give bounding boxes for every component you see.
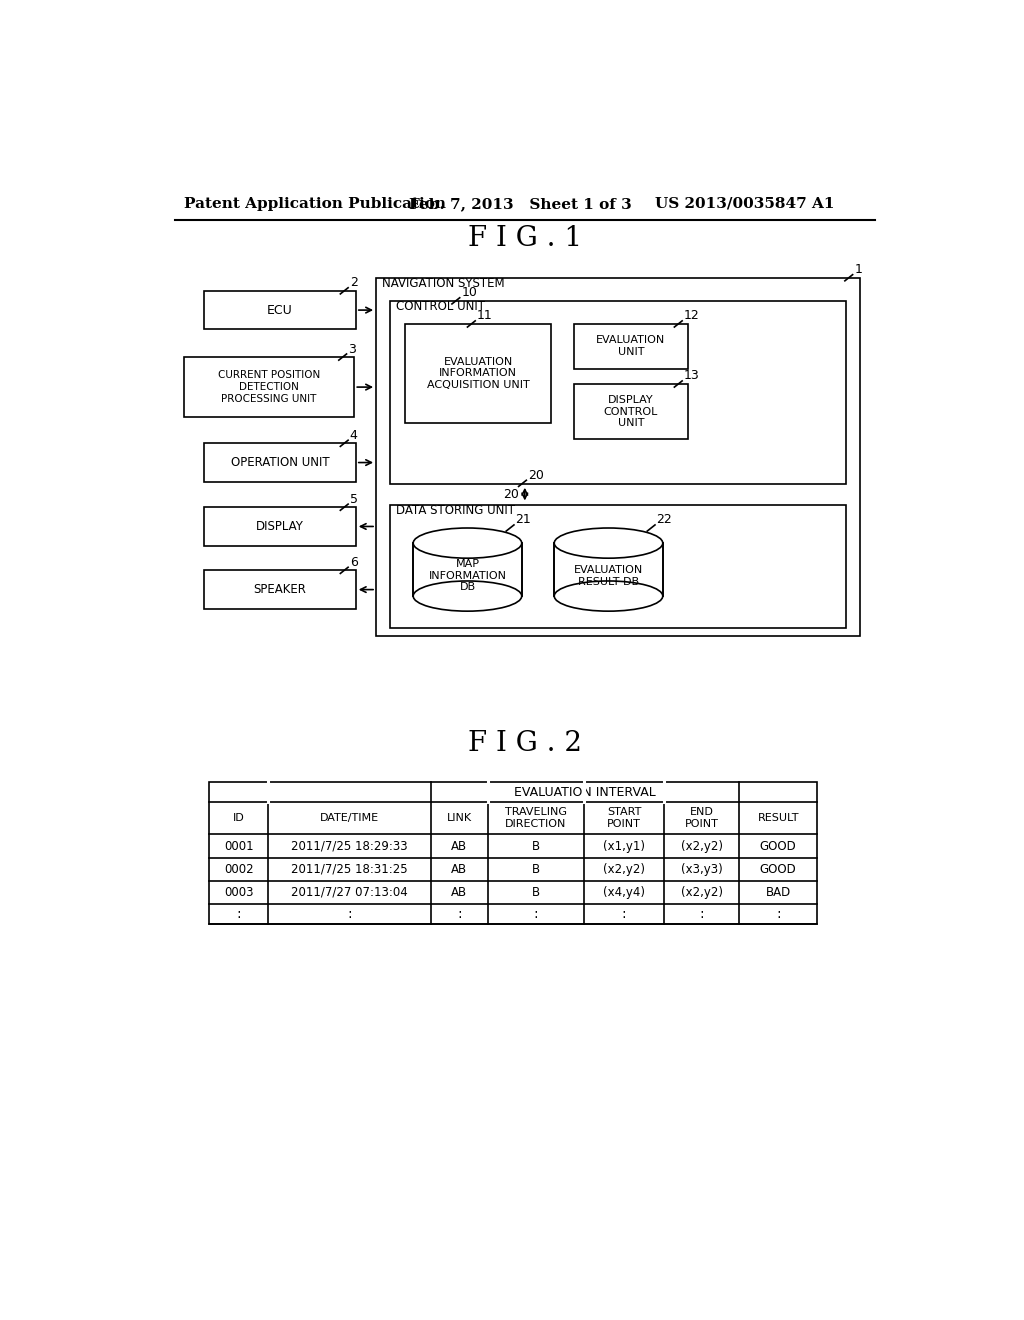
Text: AB: AB <box>452 862 467 875</box>
Text: Feb. 7, 2013   Sheet 1 of 3: Feb. 7, 2013 Sheet 1 of 3 <box>409 197 632 211</box>
Text: 1: 1 <box>854 263 862 276</box>
Text: DATA STORING UNIT: DATA STORING UNIT <box>396 504 515 517</box>
Bar <box>390 301 846 484</box>
Text: (x3,y3): (x3,y3) <box>681 862 723 875</box>
Ellipse shape <box>414 528 521 558</box>
Text: 2011/7/25 18:29:33: 2011/7/25 18:29:33 <box>292 840 408 853</box>
Text: MAP
INFORMATION
DB: MAP INFORMATION DB <box>428 560 507 593</box>
Text: :: : <box>237 907 241 921</box>
Bar <box>204 290 356 330</box>
Bar <box>573 384 688 440</box>
Text: Patent Application Publication: Patent Application Publication <box>183 197 445 211</box>
Text: 2011/7/25 18:31:25: 2011/7/25 18:31:25 <box>292 862 408 875</box>
Text: 0001: 0001 <box>224 840 254 853</box>
Text: 20: 20 <box>528 469 544 482</box>
Bar <box>183 358 354 417</box>
Text: 2: 2 <box>349 276 357 289</box>
Text: AB: AB <box>452 840 467 853</box>
Text: 3: 3 <box>348 342 356 355</box>
Bar <box>204 570 356 609</box>
Text: CURRENT POSITION
DETECTION
PROCESSING UNIT: CURRENT POSITION DETECTION PROCESSING UN… <box>218 371 321 404</box>
Text: AB: AB <box>452 886 467 899</box>
Text: 20: 20 <box>503 488 518 502</box>
Text: DISPLAY
CONTROL
UNIT: DISPLAY CONTROL UNIT <box>604 395 658 428</box>
Bar <box>204 507 356 545</box>
Text: F I G . 1: F I G . 1 <box>468 226 582 252</box>
Text: 21: 21 <box>515 513 531 527</box>
Bar <box>390 506 846 628</box>
Text: BAD: BAD <box>766 886 791 899</box>
Text: (x2,y2): (x2,y2) <box>681 886 723 899</box>
Text: START
POINT: START POINT <box>607 808 641 829</box>
Ellipse shape <box>414 581 521 611</box>
Text: EVALUATION INTERVAL: EVALUATION INTERVAL <box>514 785 656 799</box>
Text: 0003: 0003 <box>224 886 254 899</box>
Text: 6: 6 <box>349 556 357 569</box>
Text: :: : <box>622 907 627 921</box>
Text: (x1,y1): (x1,y1) <box>603 840 645 853</box>
Text: ECU: ECU <box>267 304 293 317</box>
Text: 10: 10 <box>461 286 477 300</box>
Text: SPEAKER: SPEAKER <box>254 583 306 597</box>
Text: DISPLAY: DISPLAY <box>256 520 304 533</box>
Text: 22: 22 <box>656 513 673 527</box>
Text: B: B <box>531 886 540 899</box>
Text: TRAVELING
DIRECTION: TRAVELING DIRECTION <box>505 808 566 829</box>
Text: (x2,y2): (x2,y2) <box>681 840 723 853</box>
Text: LINK: LINK <box>446 813 472 824</box>
Text: EVALUATION
RESULT DB: EVALUATION RESULT DB <box>573 565 643 586</box>
Text: US 2013/0035847 A1: US 2013/0035847 A1 <box>655 197 835 211</box>
Text: NAVIGATION SYSTEM: NAVIGATION SYSTEM <box>382 277 505 290</box>
Text: EVALUATION
UNIT: EVALUATION UNIT <box>596 335 666 358</box>
Text: 5: 5 <box>349 492 357 506</box>
Ellipse shape <box>554 581 663 611</box>
Bar <box>414 543 521 597</box>
Text: RESULT: RESULT <box>758 813 799 824</box>
Text: :: : <box>776 907 780 921</box>
Bar <box>209 781 817 924</box>
Bar <box>204 444 356 482</box>
Text: 13: 13 <box>684 370 699 383</box>
Text: :: : <box>347 907 352 921</box>
Text: B: B <box>531 840 540 853</box>
Text: OPERATION UNIT: OPERATION UNIT <box>230 455 329 469</box>
Text: DATE/TIME: DATE/TIME <box>321 813 379 824</box>
Text: END
POINT: END POINT <box>685 808 719 829</box>
Bar <box>406 323 551 422</box>
Bar <box>376 277 860 636</box>
Text: 4: 4 <box>349 429 357 442</box>
Text: 2011/7/27 07:13:04: 2011/7/27 07:13:04 <box>291 886 408 899</box>
Text: :: : <box>699 907 705 921</box>
Text: ID: ID <box>232 813 245 824</box>
Text: (x2,y2): (x2,y2) <box>603 862 645 875</box>
Text: GOOD: GOOD <box>760 840 797 853</box>
Text: 11: 11 <box>477 309 493 322</box>
Text: F I G . 2: F I G . 2 <box>468 730 582 758</box>
Text: GOOD: GOOD <box>760 862 797 875</box>
Ellipse shape <box>554 528 663 558</box>
Text: (x4,y4): (x4,y4) <box>603 886 645 899</box>
Text: 0002: 0002 <box>224 862 254 875</box>
Text: :: : <box>457 907 462 921</box>
Text: CONTROL UNIT: CONTROL UNIT <box>396 300 485 313</box>
Text: 12: 12 <box>684 309 699 322</box>
Text: B: B <box>531 862 540 875</box>
Text: :: : <box>534 907 538 921</box>
Bar <box>554 543 663 597</box>
Bar <box>573 323 688 368</box>
Text: EVALUATION
INFORMATION
ACQUISITION UNIT: EVALUATION INFORMATION ACQUISITION UNIT <box>427 356 529 389</box>
